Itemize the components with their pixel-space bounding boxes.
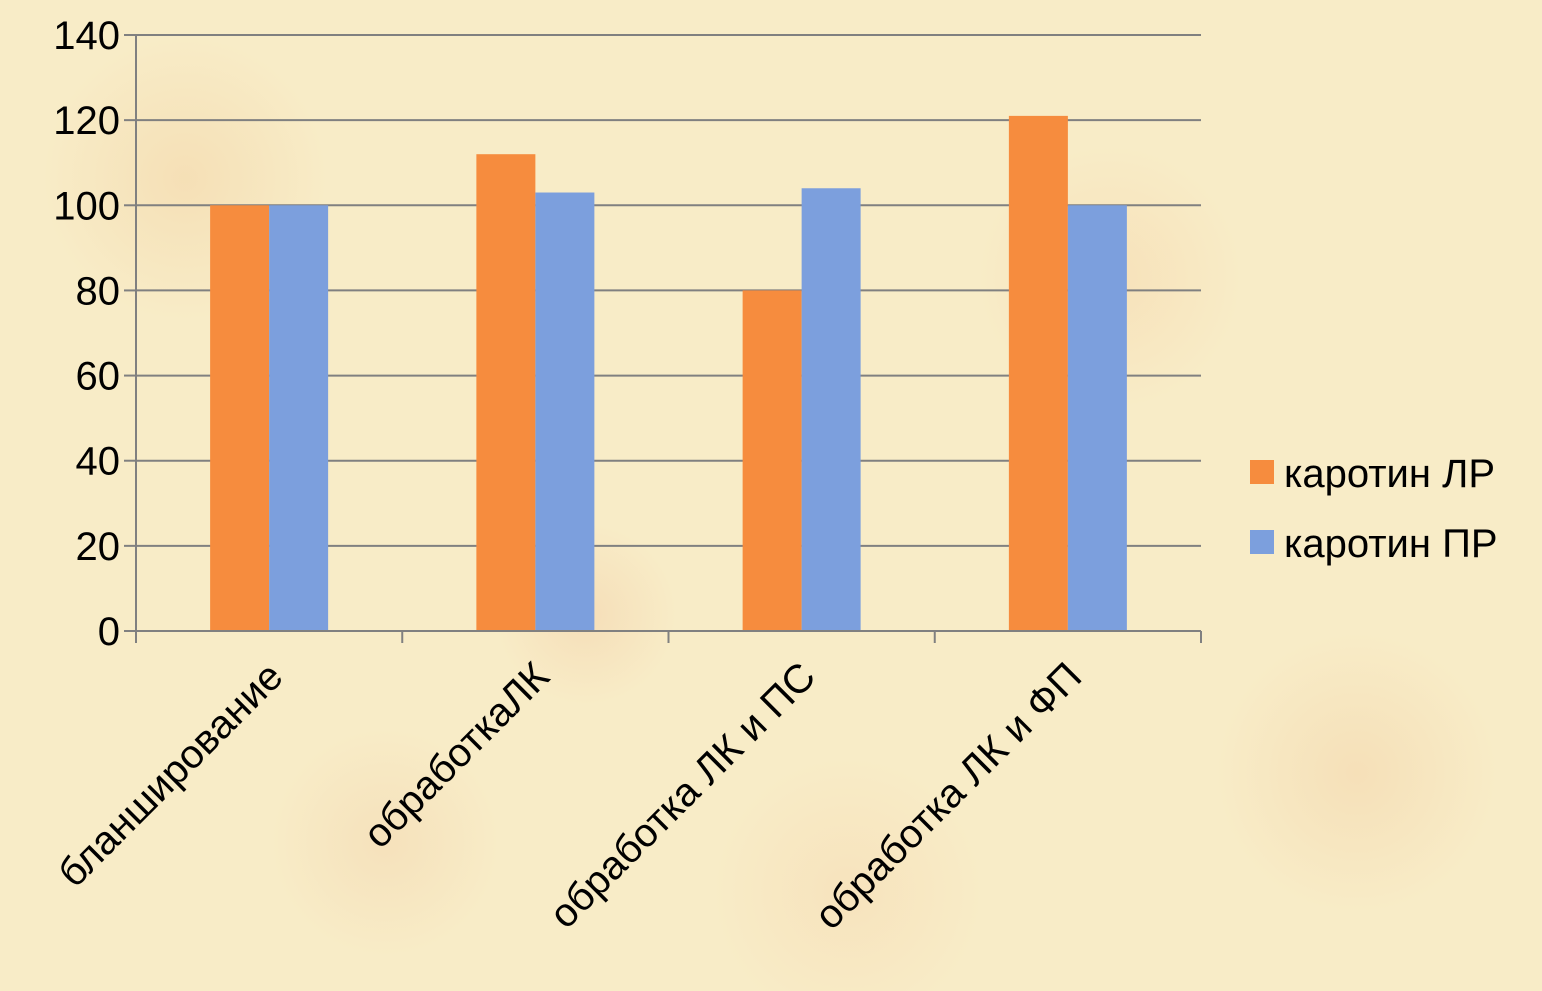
bar-series-1 <box>476 154 536 631</box>
y-tick-label: 140 <box>53 14 120 58</box>
legend-swatch <box>1250 460 1274 484</box>
y-tick-label: 0 <box>98 610 120 654</box>
bar-series-1 <box>742 290 802 631</box>
bar-series-2 <box>801 188 861 631</box>
y-tick-label: 80 <box>76 269 121 313</box>
bar-series-2 <box>535 192 595 631</box>
y-tick-label: 120 <box>53 99 120 143</box>
y-tick-label: 60 <box>76 355 121 399</box>
x-category-label: обработкаЛК <box>355 654 558 857</box>
bars <box>210 115 1127 632</box>
bar-series-1 <box>1008 115 1068 631</box>
bar-series-2 <box>269 205 329 632</box>
legend: каротин ЛР каротин ПР <box>1250 452 1498 566</box>
legend-swatch <box>1250 530 1274 554</box>
legend-label: каротин ЛР <box>1284 452 1495 496</box>
x-category-label: обработка ЛК и ПС <box>541 654 824 937</box>
legend-label: каротин ПР <box>1284 522 1498 566</box>
y-tick-label: 100 <box>53 184 120 228</box>
y-tick-label: 40 <box>76 440 121 484</box>
bar-series-2 <box>1067 205 1127 632</box>
x-category-label: бланширование <box>50 654 291 895</box>
x-category-label: обработка ЛК и ФП <box>807 654 1091 938</box>
bar-series-1 <box>210 205 270 632</box>
y-tick-label: 20 <box>76 525 121 569</box>
axes <box>124 34 1202 643</box>
